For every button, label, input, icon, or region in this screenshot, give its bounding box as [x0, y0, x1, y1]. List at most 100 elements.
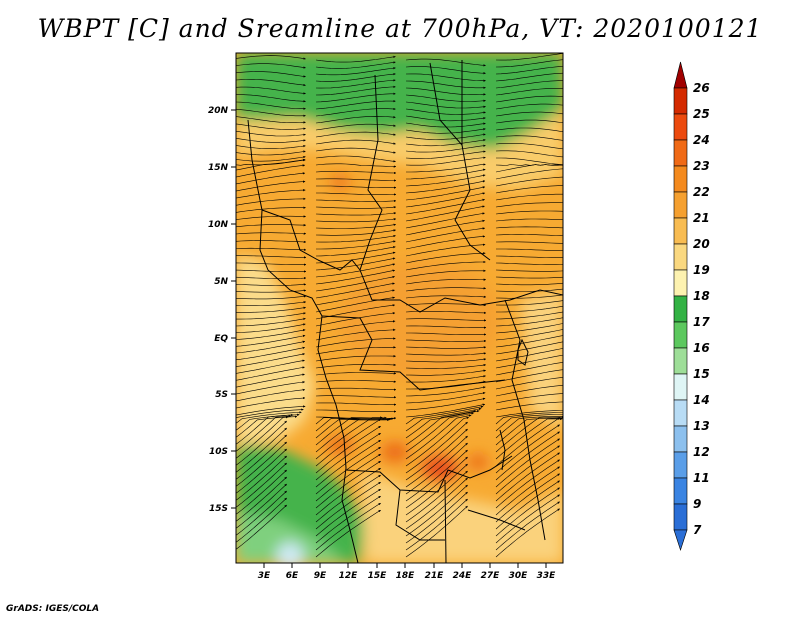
streamline	[315, 246, 396, 257]
streamline	[405, 449, 468, 502]
streamline	[495, 88, 563, 96]
streamline	[495, 193, 563, 201]
streamline	[236, 366, 305, 381]
streamline	[495, 410, 563, 418]
streamline	[495, 501, 560, 551]
streamline	[495, 452, 560, 502]
colorbar-swatch	[673, 321, 688, 349]
colorbar-swatch	[673, 295, 688, 323]
streamline	[236, 462, 287, 508]
colorbar-label: 15	[693, 367, 710, 381]
footer-credit: GrADS: IGES/COLA	[6, 604, 100, 614]
streamline	[315, 275, 395, 292]
streamline	[236, 408, 304, 418]
streamline	[495, 311, 563, 320]
streamline	[315, 453, 381, 502]
streamline	[236, 441, 287, 487]
country-borders	[247, 60, 563, 563]
colorbar-label: 16	[693, 341, 710, 355]
lon-label: 6E	[286, 571, 299, 581]
streamline	[495, 348, 563, 362]
streamline	[236, 396, 306, 409]
streamline	[315, 123, 396, 131]
streamline	[315, 257, 396, 271]
streamline	[495, 417, 563, 460]
streamline	[236, 405, 306, 416]
streamline	[315, 460, 381, 509]
streamline	[495, 416, 563, 439]
streamline	[405, 363, 487, 369]
streamline	[495, 412, 563, 425]
streamline	[405, 414, 472, 460]
streamline	[315, 416, 383, 460]
colorbar-swatch	[673, 451, 688, 479]
lon-label: 27E	[481, 571, 501, 581]
streamline	[236, 427, 287, 473]
streamline	[236, 448, 287, 494]
colorbar-swatch	[673, 399, 688, 427]
streamline	[495, 473, 560, 523]
shade-hotspot-4	[468, 454, 488, 470]
streamline	[236, 420, 287, 466]
streamline	[405, 339, 487, 343]
streamline	[236, 340, 306, 354]
streamline	[315, 61, 396, 69]
streamline	[405, 287, 487, 292]
streamline	[236, 415, 291, 452]
streamline	[405, 435, 468, 488]
streamline	[405, 470, 468, 523]
streamline	[495, 164, 563, 173]
lat-label: 15S	[209, 504, 228, 514]
streamline	[405, 405, 484, 425]
streamline	[495, 111, 563, 117]
streamline	[405, 150, 486, 159]
streamline	[405, 101, 486, 109]
map-panel	[236, 53, 563, 563]
shade-east-light	[520, 290, 563, 430]
colorbar-swatch	[673, 347, 688, 375]
colorbar-label: 25	[693, 107, 710, 121]
streamline	[405, 144, 486, 153]
streamline	[315, 199, 397, 203]
streamline	[495, 431, 560, 481]
streamline	[495, 369, 563, 383]
streamline	[315, 380, 397, 383]
longitude-axis: 3E 6E 9E 12E 15E 18E 21E 24E 27E 30E 33E	[258, 563, 556, 581]
streamline	[495, 414, 563, 432]
streamline	[405, 318, 487, 322]
streamline	[315, 395, 397, 399]
streamline	[405, 397, 486, 411]
streamline	[315, 147, 396, 154]
colorbar-swatch	[673, 243, 688, 271]
border-north-3	[454, 144, 491, 261]
streamline	[236, 483, 287, 529]
lon-label: 33E	[537, 571, 557, 581]
streamline	[315, 481, 381, 530]
streamline	[405, 375, 486, 383]
streamline	[405, 260, 486, 271]
streamline	[405, 303, 487, 307]
streamline	[236, 276, 307, 280]
streamline	[315, 418, 390, 439]
streamline	[315, 346, 396, 355]
streamline	[315, 55, 396, 63]
streamline	[495, 329, 563, 341]
streamline	[236, 232, 307, 235]
shade-hotspot-3	[326, 437, 354, 453]
streamline	[495, 393, 563, 404]
streamline	[315, 66, 396, 76]
streamline	[236, 434, 287, 480]
colorbar-label: 26	[693, 81, 710, 95]
streamline	[236, 295, 307, 300]
streamline	[315, 467, 381, 516]
streamline	[405, 442, 468, 495]
streamline	[405, 386, 486, 397]
streamline	[315, 178, 397, 182]
colorbar-swatch	[673, 477, 688, 505]
streamline	[236, 144, 306, 149]
streamline	[315, 99, 396, 110]
streamline	[495, 494, 560, 544]
streamline	[405, 477, 468, 530]
streamline	[315, 115, 396, 124]
